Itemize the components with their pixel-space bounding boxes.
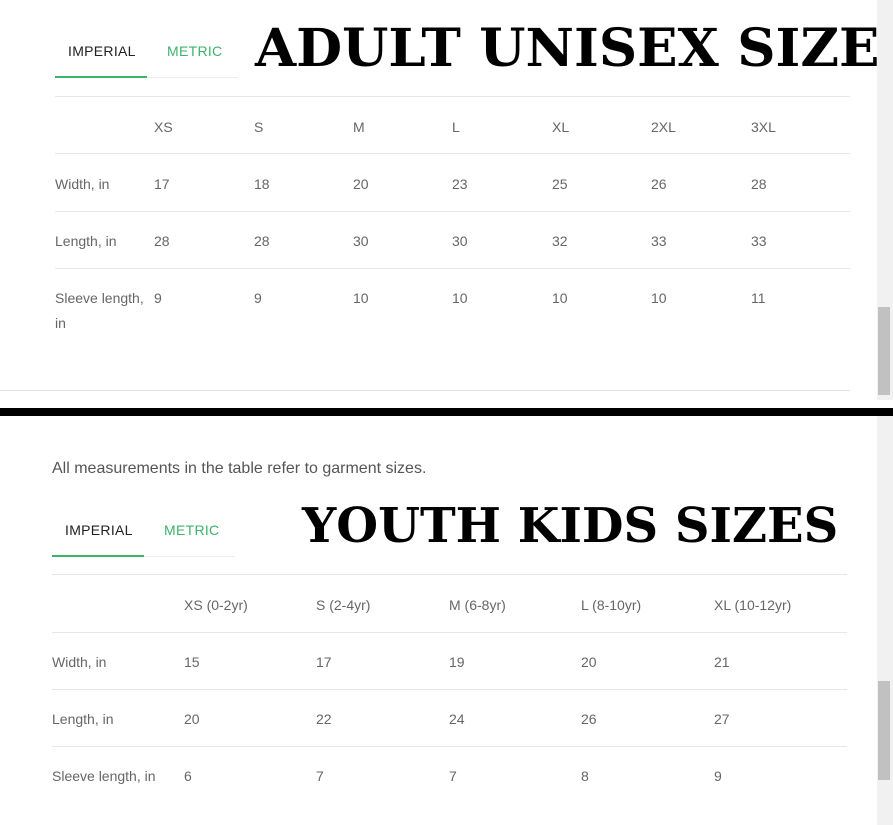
row-divider — [55, 268, 850, 269]
active-tab-indicator — [52, 555, 144, 557]
table-cell: 19 — [449, 654, 465, 670]
table-cell: 28 — [254, 233, 270, 249]
table-cell: 32 — [552, 233, 568, 249]
column-header: L (8-10yr) — [581, 597, 642, 613]
column-header: 2XL — [651, 119, 676, 135]
row-divider — [55, 211, 850, 212]
column-header: M (6-8yr) — [449, 597, 506, 613]
table-cell: 10 — [452, 290, 468, 306]
table-cell: 15 — [184, 654, 200, 670]
row-divider — [52, 746, 847, 747]
row-label: Sleeve length, in — [52, 768, 156, 784]
row-label: Width, in — [52, 654, 107, 670]
row-label: Width, in — [55, 176, 110, 192]
table-cell: 7 — [449, 768, 457, 784]
row-label: Length, in — [55, 233, 117, 249]
youth-title: YOUTH KIDS SIZES — [302, 498, 839, 554]
table-top-border — [52, 574, 847, 575]
table-cell: 26 — [651, 176, 667, 192]
section-divider — [0, 408, 893, 416]
row-label: Length, in — [52, 711, 114, 727]
table-cell: 9 — [254, 290, 262, 306]
table-cell: 30 — [353, 233, 369, 249]
table-cell: 9 — [714, 768, 722, 784]
scrollbar-thumb[interactable] — [878, 681, 890, 780]
scrollbar-thumb[interactable] — [878, 307, 890, 395]
column-header: M — [353, 119, 365, 135]
table-cell: 20 — [581, 654, 597, 670]
table-cell: 33 — [751, 233, 767, 249]
row-label: Sleeve length, in — [55, 290, 144, 331]
column-header: S — [254, 119, 264, 135]
table-cell: 10 — [353, 290, 369, 306]
table-cell: 8 — [581, 768, 589, 784]
column-header: XS (0-2yr) — [184, 597, 248, 613]
column-header: XS — [154, 119, 173, 135]
table-cell: 30 — [452, 233, 468, 249]
column-header: L — [452, 119, 460, 135]
table-cell: 10 — [651, 290, 667, 306]
active-tab-indicator — [55, 76, 147, 78]
table-cell: 9 — [154, 290, 162, 306]
table-cell: 28 — [751, 176, 767, 192]
table-cell: 33 — [651, 233, 667, 249]
table-cell: 10 — [552, 290, 568, 306]
table-cell: 22 — [316, 711, 332, 727]
section-bottom-border — [0, 390, 850, 391]
table-top-border — [55, 96, 850, 97]
table-cell: 23 — [452, 176, 468, 192]
table-cell: 26 — [581, 711, 597, 727]
table-cell: 25 — [552, 176, 568, 192]
column-header: XL — [552, 119, 570, 135]
youth-tab-metric[interactable]: METRIC — [164, 522, 220, 538]
row-divider — [52, 632, 847, 633]
row-divider — [52, 689, 847, 690]
adult-title: ADULT UNISEX SIZES — [255, 18, 893, 79]
column-header: S (2-4yr) — [316, 597, 371, 613]
table-cell: 21 — [714, 654, 730, 670]
table-cell: 6 — [184, 768, 192, 784]
table-cell: 11 — [751, 290, 766, 306]
table-cell: 17 — [316, 654, 332, 670]
column-header: 3XL — [751, 119, 776, 135]
table-cell: 7 — [316, 768, 324, 784]
row-divider — [55, 153, 850, 154]
table-cell: 20 — [353, 176, 369, 192]
column-header: XL (10-12yr) — [714, 597, 792, 613]
table-cell: 27 — [714, 711, 730, 727]
adult-tab-metric[interactable]: METRIC — [167, 43, 223, 59]
table-cell: 20 — [184, 711, 200, 727]
table-cell: 17 — [154, 176, 170, 192]
scrollbar-track[interactable] — [877, 0, 893, 400]
table-cell: 28 — [154, 233, 170, 249]
table-cell: 24 — [449, 711, 465, 727]
measurements-note: All measurements in the table refer to g… — [52, 460, 427, 477]
youth-tab-imperial[interactable]: IMPERIAL — [65, 522, 133, 538]
adult-tab-imperial[interactable]: IMPERIAL — [68, 43, 136, 59]
table-cell: 18 — [254, 176, 270, 192]
